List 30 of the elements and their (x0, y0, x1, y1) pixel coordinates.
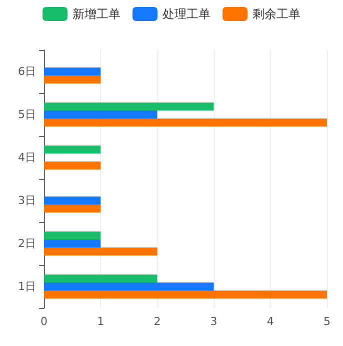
bar (44, 290, 327, 298)
bar (44, 110, 158, 118)
bar (44, 204, 101, 212)
x-tick-label: 0 (40, 315, 48, 328)
bar (44, 232, 101, 240)
bar (44, 240, 101, 248)
x-tick-label: 4 (266, 315, 274, 328)
y-tick-label: 6日 (18, 65, 36, 78)
x-tick-label: 5 (324, 315, 330, 328)
bar (44, 248, 158, 256)
bar (44, 162, 101, 170)
bar (44, 68, 101, 76)
bar (44, 102, 214, 110)
bar (44, 76, 101, 84)
y-tick-label: 5日 (18, 108, 36, 121)
y-tick-label: 4日 (18, 151, 36, 164)
y-tick-label: 1日 (18, 280, 36, 293)
legend-label: 新增工单 (72, 7, 120, 21)
bar (44, 118, 327, 126)
bar (44, 196, 101, 204)
x-tick-label: 2 (154, 315, 161, 328)
y-tick-label: 2日 (18, 237, 36, 250)
bar (44, 282, 214, 290)
legend-label: 处理工单 (162, 7, 210, 21)
y-tick-label: 3日 (18, 194, 36, 207)
bar (44, 146, 101, 154)
bar (44, 274, 158, 282)
x-tick-label: 1 (97, 315, 104, 328)
legend-label: 剩余工单 (252, 7, 300, 21)
x-tick-label: 3 (210, 315, 218, 328)
